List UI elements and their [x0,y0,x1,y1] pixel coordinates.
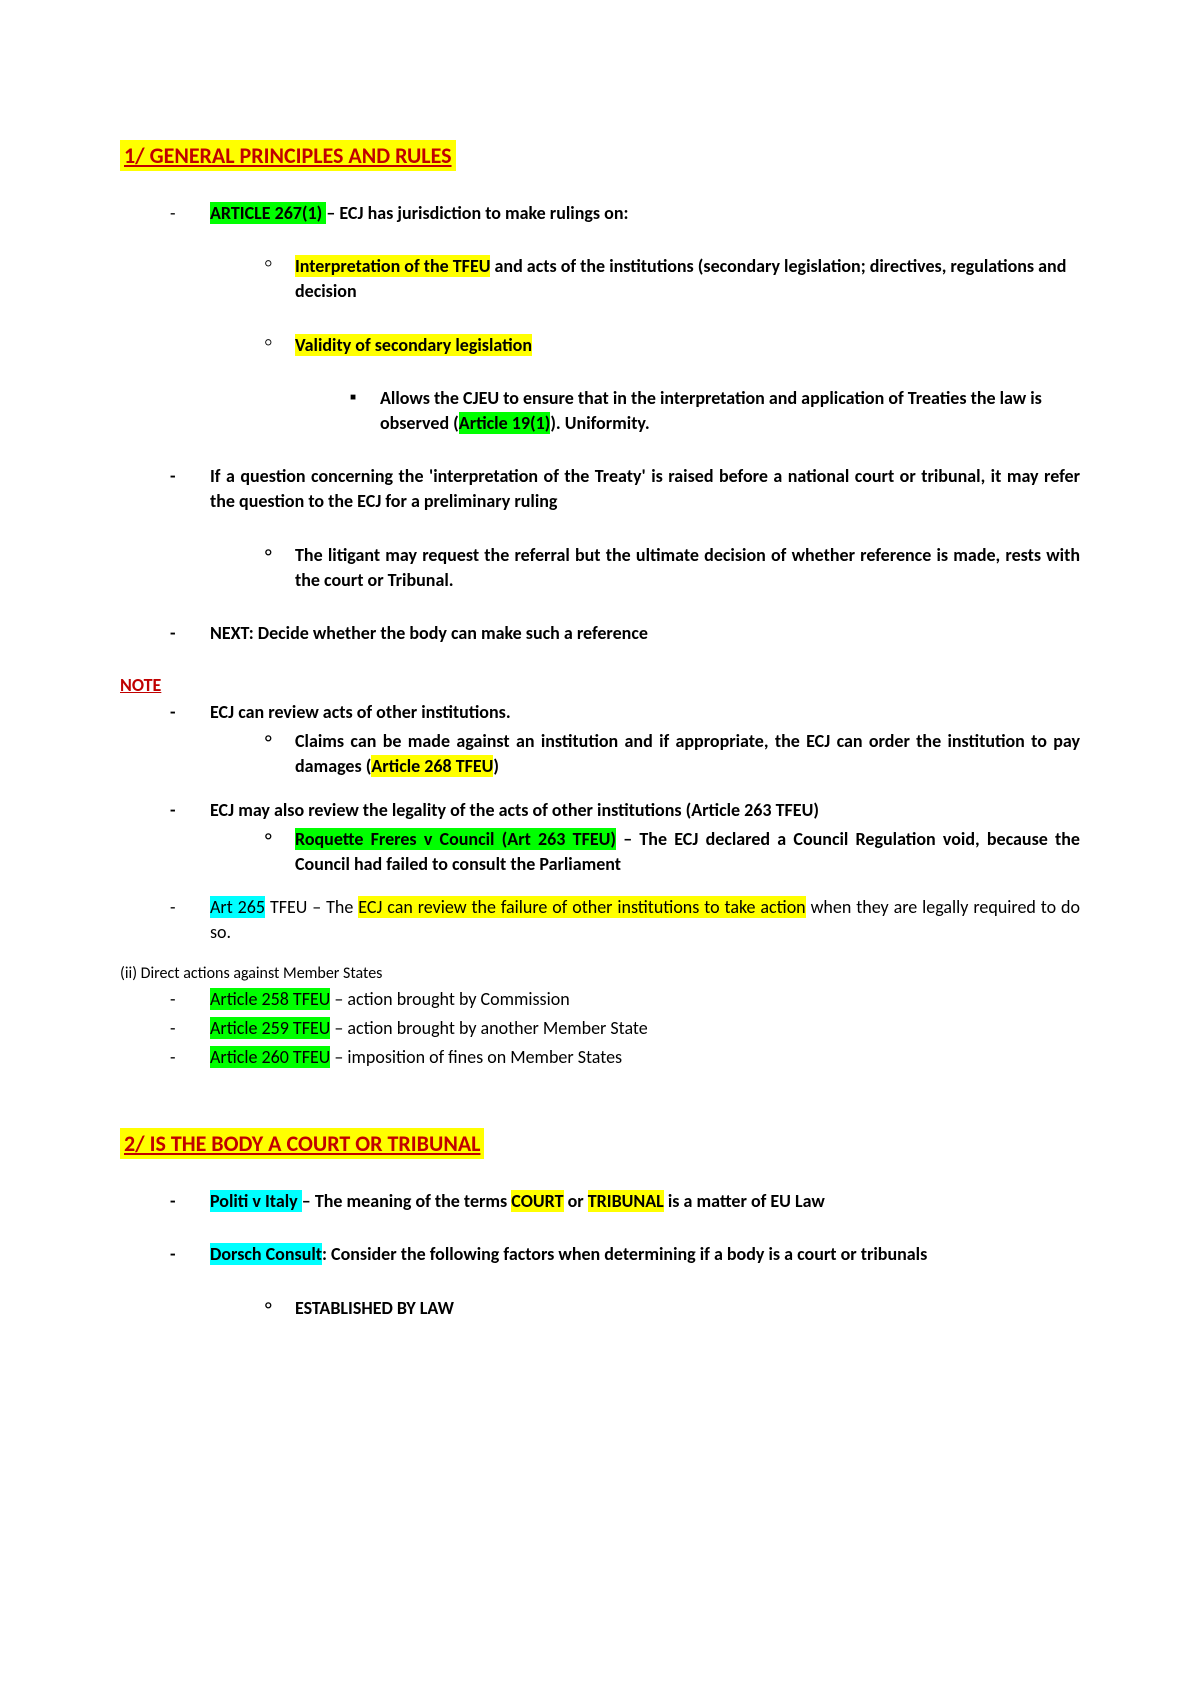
text: is a matter of EU Law [664,1190,825,1212]
list-item: ARTICLE 267(1) – ECJ has jurisdiction to… [170,201,1080,436]
highlight-green: Article 258 TFEU [210,988,330,1010]
highlight-yellow: COURT [511,1190,563,1212]
list-item: Article 259 TFEU – action brought by ano… [170,1016,1080,1041]
list-item: Roquette Freres v Council (Art 263 TFEU)… [265,827,1080,877]
spacer [120,1098,1080,1128]
list-item: Article 260 TFEU – imposition of fines o… [170,1045,1080,1070]
text: – ECJ has jurisdiction to make rulings o… [326,202,628,224]
text: – imposition of fines on Member States [330,1046,622,1068]
list-item: The litigant may request the referral bu… [265,543,1080,593]
list-item: Article 258 TFEU – action brought by Com… [170,987,1080,1012]
text: NEXT: Decide whether the body can make s… [210,622,648,644]
list-item: Validity of secondary legislation Allows… [265,333,1080,437]
text: : Consider the following factors when de… [322,1243,927,1265]
section-2-list: Politi v Italy – The meaning of the term… [120,1189,1080,1321]
list-item: Dorsch Consult: Consider the following f… [170,1242,1080,1320]
section-1-heading: 1/ GENERAL PRINCIPLES AND RULES [120,140,1080,201]
highlight-green: ARTICLE 267(1) [210,202,326,224]
text: The litigant may request the referral bu… [295,544,1080,591]
sub-list: Interpretation of the TFEU and acts of t… [210,254,1080,436]
text: – action brought by another Member State [330,1017,647,1039]
text: ) [493,755,499,777]
list-item: Art 265 TFEU – The ECJ can review the fa… [170,895,1080,945]
note-list: ECJ can review acts of other institution… [120,700,1080,946]
text: ESTABLISHED BY LAW [295,1297,454,1319]
highlight-yellow: Interpretation of the TFEU [295,255,490,277]
highlight-green: Article 260 TFEU [210,1046,330,1068]
highlight-yellow: ECJ can review the failure of other inst… [358,896,805,918]
list-item: NEXT: Decide whether the body can make s… [170,621,1080,646]
highlight-yellow: Validity of secondary legislation [295,334,532,356]
list-item: ECJ can review acts of other institution… [170,700,1080,780]
sub-sub-list: Allows the CJEU to ensure that in the in… [295,386,1080,436]
highlight-green: Article 19(1) [459,412,551,434]
section-2-heading: 2/ IS THE BODY A COURT OR TRIBUNAL [120,1128,1080,1189]
direct-actions-list: Article 258 TFEU – action brought by Com… [120,987,1080,1071]
highlight-cyan: Politi v Italy [210,1190,302,1212]
section-1-list: ARTICLE 267(1) – ECJ has jurisdiction to… [120,201,1080,646]
list-item: ECJ may also review the legality of the … [170,798,1080,878]
highlight-cyan: Art 265 [210,896,265,918]
list-item: If a question concerning the 'interpreta… [170,464,1080,593]
sub-list: Roquette Freres v Council (Art 263 TFEU)… [210,827,1080,877]
sub-list: ESTABLISHED BY LAW [210,1296,1080,1321]
text: TFEU – The [265,896,358,918]
highlight-yellow: Article 268 TFEU [371,755,493,777]
text: If a question concerning the 'interpreta… [210,465,1080,512]
heading-text: 1/ GENERAL PRINCIPLES AND RULES [120,140,456,171]
highlight-green: Roquette Freres v Council (Art 263 TFEU) [295,828,616,850]
list-item: Interpretation of the TFEU and acts of t… [265,254,1080,304]
note-heading: NOTE [120,674,1080,696]
text: – action brought by Commission [330,988,569,1010]
list-item: Allows the CJEU to ensure that in the in… [350,386,1080,436]
list-item: Claims can be made against an institutio… [265,729,1080,779]
text: ECJ can review acts of other institution… [210,701,511,723]
sub-list: The litigant may request the referral bu… [210,543,1080,593]
subheading-direct-actions: (ii) Direct actions against Member State… [120,964,1080,983]
list-item: Politi v Italy – The meaning of the term… [170,1189,1080,1214]
list-item: ESTABLISHED BY LAW [265,1296,1080,1321]
text: ). Uniformity. [550,412,649,434]
text: ECJ may also review the legality of the … [210,799,819,821]
sub-list: Claims can be made against an institutio… [210,729,1080,779]
heading-text: 2/ IS THE BODY A COURT OR TRIBUNAL [120,1128,484,1159]
highlight-cyan: Dorsch Consult [210,1243,322,1265]
text: or [564,1190,588,1212]
highlight-green: Article 259 TFEU [210,1017,330,1039]
text: – The meaning of the terms [302,1190,512,1212]
document-page: 1/ GENERAL PRINCIPLES AND RULES ARTICLE … [0,0,1200,1449]
highlight-yellow: TRIBUNAL [588,1190,664,1212]
